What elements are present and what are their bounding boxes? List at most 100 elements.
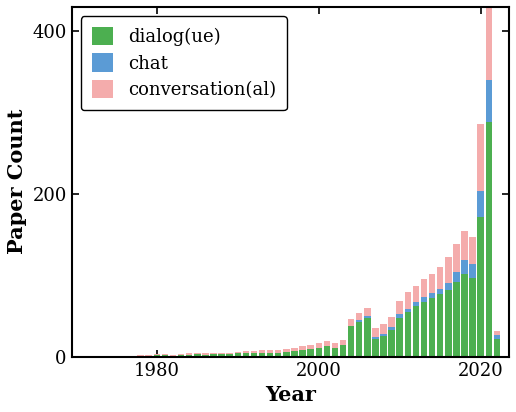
Bar (340, 345, 346, 357)
Bar (308, 345, 314, 349)
Bar (267, 350, 273, 353)
Bar (105, 356, 111, 357)
Bar (356, 320, 362, 322)
Bar (364, 308, 370, 316)
Bar (429, 298, 436, 357)
Bar (113, 356, 120, 357)
Bar (154, 354, 160, 355)
Bar (364, 318, 370, 357)
Bar (251, 353, 257, 357)
Bar (486, 122, 492, 357)
Bar (234, 352, 241, 353)
Bar (97, 356, 103, 357)
Bar (348, 319, 354, 326)
Bar (332, 343, 338, 348)
Bar (299, 346, 306, 350)
Bar (186, 353, 192, 355)
Bar (121, 356, 127, 357)
Bar (275, 350, 282, 353)
Bar (299, 350, 306, 357)
Bar (477, 191, 484, 217)
Bar (461, 231, 467, 260)
Bar (170, 355, 176, 356)
Bar (186, 355, 192, 357)
Bar (234, 353, 241, 357)
Bar (291, 351, 298, 357)
Bar (437, 267, 443, 289)
Bar (470, 278, 476, 357)
Bar (194, 354, 201, 357)
Bar (210, 353, 217, 354)
Bar (453, 282, 460, 357)
Bar (396, 318, 403, 357)
Bar (137, 355, 144, 356)
Bar (396, 301, 403, 314)
Bar (129, 356, 136, 357)
Bar (405, 309, 411, 312)
Bar (162, 354, 168, 355)
Bar (429, 274, 436, 293)
Bar (396, 314, 403, 318)
Bar (437, 289, 443, 294)
Bar (275, 353, 282, 357)
Bar (259, 350, 265, 353)
Bar (470, 264, 476, 278)
Bar (494, 335, 500, 339)
Bar (470, 237, 476, 264)
Bar (80, 356, 87, 357)
Bar (372, 337, 379, 339)
Bar (202, 355, 208, 357)
Bar (146, 356, 152, 357)
Bar (227, 353, 233, 354)
Bar (445, 257, 452, 283)
Bar (413, 286, 419, 302)
Bar (421, 297, 427, 302)
Bar (202, 353, 208, 355)
Bar (315, 343, 322, 348)
Bar (162, 355, 168, 357)
Bar (486, 80, 492, 122)
Bar (283, 349, 289, 352)
Bar (421, 279, 427, 297)
Bar (486, 0, 492, 80)
Bar (453, 243, 460, 272)
Bar (227, 354, 233, 357)
Bar (380, 334, 387, 336)
Bar (210, 354, 217, 357)
Bar (218, 354, 225, 357)
Bar (421, 302, 427, 357)
Bar (194, 353, 201, 354)
Bar (146, 355, 152, 356)
Bar (283, 352, 289, 357)
Bar (437, 294, 443, 357)
Bar (429, 293, 436, 298)
Bar (291, 348, 298, 351)
Bar (89, 356, 95, 357)
Bar (380, 324, 387, 334)
Bar (137, 356, 144, 357)
Bar (364, 316, 370, 318)
Bar (259, 353, 265, 357)
Bar (170, 356, 176, 357)
Bar (389, 328, 395, 330)
Legend: dialog(ue), chat, conversation(al): dialog(ue), chat, conversation(al) (81, 16, 287, 110)
Bar (405, 293, 411, 309)
Bar (154, 355, 160, 357)
X-axis label: Year: Year (265, 385, 316, 405)
Bar (389, 330, 395, 357)
Y-axis label: Paper Count: Paper Count (7, 109, 27, 255)
Bar (178, 355, 184, 357)
Bar (372, 328, 379, 337)
Bar (494, 330, 500, 335)
Bar (453, 272, 460, 282)
Bar (243, 351, 249, 353)
Bar (218, 353, 225, 354)
Bar (340, 339, 346, 345)
Bar (324, 346, 330, 357)
Bar (380, 336, 387, 357)
Bar (461, 260, 467, 274)
Bar (477, 124, 484, 191)
Bar (315, 348, 322, 357)
Bar (356, 313, 362, 320)
Bar (461, 274, 467, 357)
